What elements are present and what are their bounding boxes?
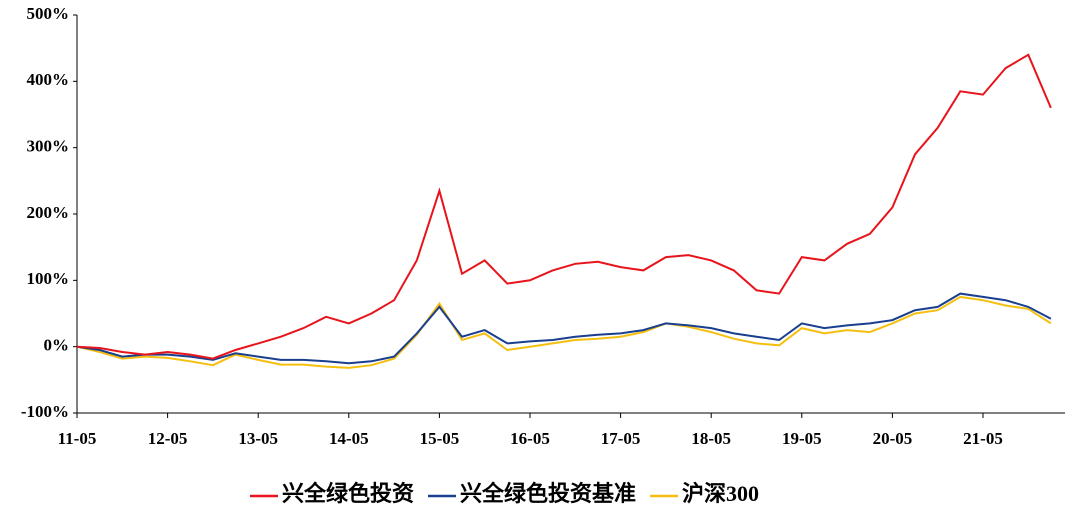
x-tick-label: 21-05 [963, 429, 1003, 448]
x-tick-label: 17-05 [601, 429, 641, 448]
legend-label: 兴全绿色投资 [282, 481, 414, 506]
x-tick-label: 16-05 [510, 429, 550, 448]
x-tick-label: 20-05 [873, 429, 913, 448]
y-tick-label: 100% [27, 269, 70, 288]
x-tick-label: 15-05 [420, 429, 460, 448]
x-tick-label: 19-05 [782, 429, 822, 448]
x-tick-label: 14-05 [329, 429, 369, 448]
y-tick-label: 400% [27, 70, 70, 89]
x-tick-label: 11-05 [58, 429, 97, 448]
x-tick-label: 12-05 [148, 429, 188, 448]
series-line [76, 295, 1052, 369]
x-tick-label: 13-05 [238, 429, 278, 448]
legend-label: 兴全绿色投资基准 [460, 481, 636, 506]
legend-label: 沪深300 [682, 481, 759, 506]
x-tick-label: 18-05 [691, 429, 731, 448]
series-line [76, 53, 1052, 360]
y-tick-label: 0% [44, 336, 70, 355]
y-tick-label: 300% [27, 137, 70, 156]
y-tick-label: 200% [27, 203, 70, 222]
y-tick-label: 500% [27, 4, 70, 23]
series-line [76, 292, 1052, 365]
y-tick-label: -100% [21, 402, 69, 421]
